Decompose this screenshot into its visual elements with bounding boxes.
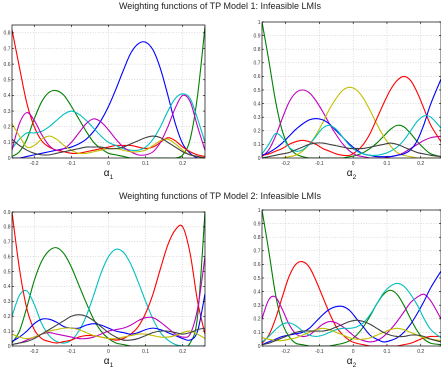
series-line-2	[262, 261, 441, 346]
y-tick-label: 0.5	[4, 78, 11, 84]
y-tick-label: 0.7	[4, 240, 11, 246]
series-line-4	[262, 75, 441, 157]
y-tick-label: 0.5	[4, 269, 11, 275]
series-line-5	[262, 78, 441, 158]
x-tick-label: -0.2	[30, 349, 39, 355]
y-tick-label: 0.9	[254, 221, 261, 227]
series-line-7	[262, 142, 441, 158]
series-line-3	[12, 29, 205, 157]
y-tick-label: 0.7	[254, 249, 261, 255]
plot-model2-alpha1: -0.2 -0.1 0 0.1 0.2 0 0.1 0.2 0.3 0.4 0.5 0.6 0.7 0.8…	[4, 210, 206, 369]
y-tick-label: 0.1	[4, 140, 11, 146]
y-tick-label: 1	[258, 208, 261, 214]
y-tick-label: 0.1	[4, 329, 11, 335]
y-tick-label: 0.3	[4, 109, 11, 115]
series-line-2	[262, 89, 441, 158]
x-tick-label: 0.2	[417, 161, 424, 167]
series-line-7	[262, 319, 441, 346]
series-line-1	[262, 22, 441, 158]
figure-title-model-1: Weighting functions of TP Model 1: Infea…	[119, 1, 322, 11]
series-line-1	[12, 41, 205, 158]
series-line-3	[262, 293, 441, 343]
series-line-3	[262, 86, 441, 158]
series-line-7	[12, 314, 205, 346]
x-tick-label: 0.1	[383, 161, 390, 167]
plot-model2-alpha2: -0.2 -0.1 0 0.1 0.2 0 0.1 0.2 0.3 0.4 0.5 0.6 0.7 0.8…	[254, 208, 441, 369]
series-line-6	[262, 327, 441, 342]
x-tick-label: -0.1	[315, 349, 324, 355]
y-tick-label: 0.2	[254, 129, 261, 135]
x-tick-label: 0.1	[383, 349, 390, 355]
y-tick-label: 0.8	[254, 47, 261, 53]
x-tick-label: 0.2	[179, 161, 186, 167]
y-tick-label: 0	[258, 344, 261, 350]
y-tick-label: 0.6	[254, 74, 261, 80]
y-tick-label: 0.8	[4, 31, 11, 37]
x-axis-label: α1	[104, 356, 114, 369]
y-tick-label: 0.2	[4, 125, 11, 131]
y-tick-label: 0.7	[4, 46, 11, 52]
y-tick-label: 0.6	[4, 254, 11, 260]
x-tick-label: 0	[352, 161, 355, 167]
y-tick-label: 0.3	[254, 303, 261, 309]
y-tick-label: 0.6	[4, 62, 11, 68]
plot-model1-alpha1: -0.2 -0.1 0 0.1 0.2 0 0.1 0.2 0.3 0.4 0.5 0.6 0.7 0.8…	[4, 24, 206, 181]
y-tick-label: 0.8	[4, 225, 11, 231]
y-tick-label: 0.9	[254, 33, 261, 39]
y-tick-label: 0.4	[254, 289, 261, 295]
series-line-2	[12, 26, 205, 158]
y-tick-label: 0	[8, 156, 11, 162]
y-tick-label: 0.2	[254, 317, 261, 323]
plot-model1-alpha2: -0.2 -0.1 0 0.1 0.2 0 0.1 0.2 0.3 0.4 0.5 0.6 0.7 0.8…	[254, 20, 441, 181]
x-axis-label: α2	[347, 356, 357, 369]
series-line-1	[12, 212, 205, 346]
series-line-6	[262, 114, 441, 157]
y-tick-label: 0	[258, 156, 261, 162]
series-line-5	[262, 282, 441, 343]
series-line-7	[12, 135, 205, 158]
y-tick-label: 0.3	[4, 299, 11, 305]
y-tick-label: 0.4	[254, 101, 261, 107]
x-tick-label: -0.2	[30, 161, 39, 167]
series-line-4	[12, 93, 205, 152]
x-tick-label: 0.2	[179, 349, 186, 355]
y-tick-label: 0.1	[254, 330, 261, 336]
x-tick-label: -0.1	[67, 161, 76, 167]
x-tick-label: 0.2	[417, 349, 424, 355]
x-tick-label: 0.1	[142, 349, 149, 355]
series-line-4	[12, 293, 205, 343]
x-axis-label: α2	[347, 168, 357, 181]
x-tick-label: -0.2	[281, 161, 290, 167]
y-tick-label: 0.4	[4, 93, 11, 99]
x-tick-label: -0.2	[281, 349, 290, 355]
plot-frame	[11, 24, 206, 159]
x-tick-label: 0.1	[142, 161, 149, 167]
x-tick-label: -0.1	[315, 161, 324, 167]
x-tick-label: 0	[107, 161, 110, 167]
y-tick-label: 0.3	[254, 115, 261, 121]
y-tick-label: 0.5	[254, 88, 261, 94]
x-tick-label: 0	[352, 349, 355, 355]
y-tick-label: 0.6	[254, 262, 261, 268]
x-tick-label: -0.1	[67, 349, 76, 355]
y-tick-label: 0.7	[254, 61, 261, 67]
y-tick-label: 0.9	[4, 210, 11, 216]
figure-title-model-2: Weighting functions of TP Model 2: Infea…	[119, 191, 322, 201]
y-tick-label: 0.2	[4, 314, 11, 320]
y-tick-label: 0.5	[254, 276, 261, 282]
y-tick-label: 1	[258, 20, 261, 26]
series-line-2	[12, 248, 205, 346]
y-tick-label: 0.4	[4, 284, 11, 290]
x-axis-label: α1	[104, 168, 114, 181]
y-tick-label: 0.1	[254, 142, 261, 148]
y-tick-label: 0.8	[254, 235, 261, 241]
x-tick-label: 0	[107, 349, 110, 355]
y-tick-label: 0	[8, 344, 11, 350]
plot-frame	[11, 211, 206, 347]
